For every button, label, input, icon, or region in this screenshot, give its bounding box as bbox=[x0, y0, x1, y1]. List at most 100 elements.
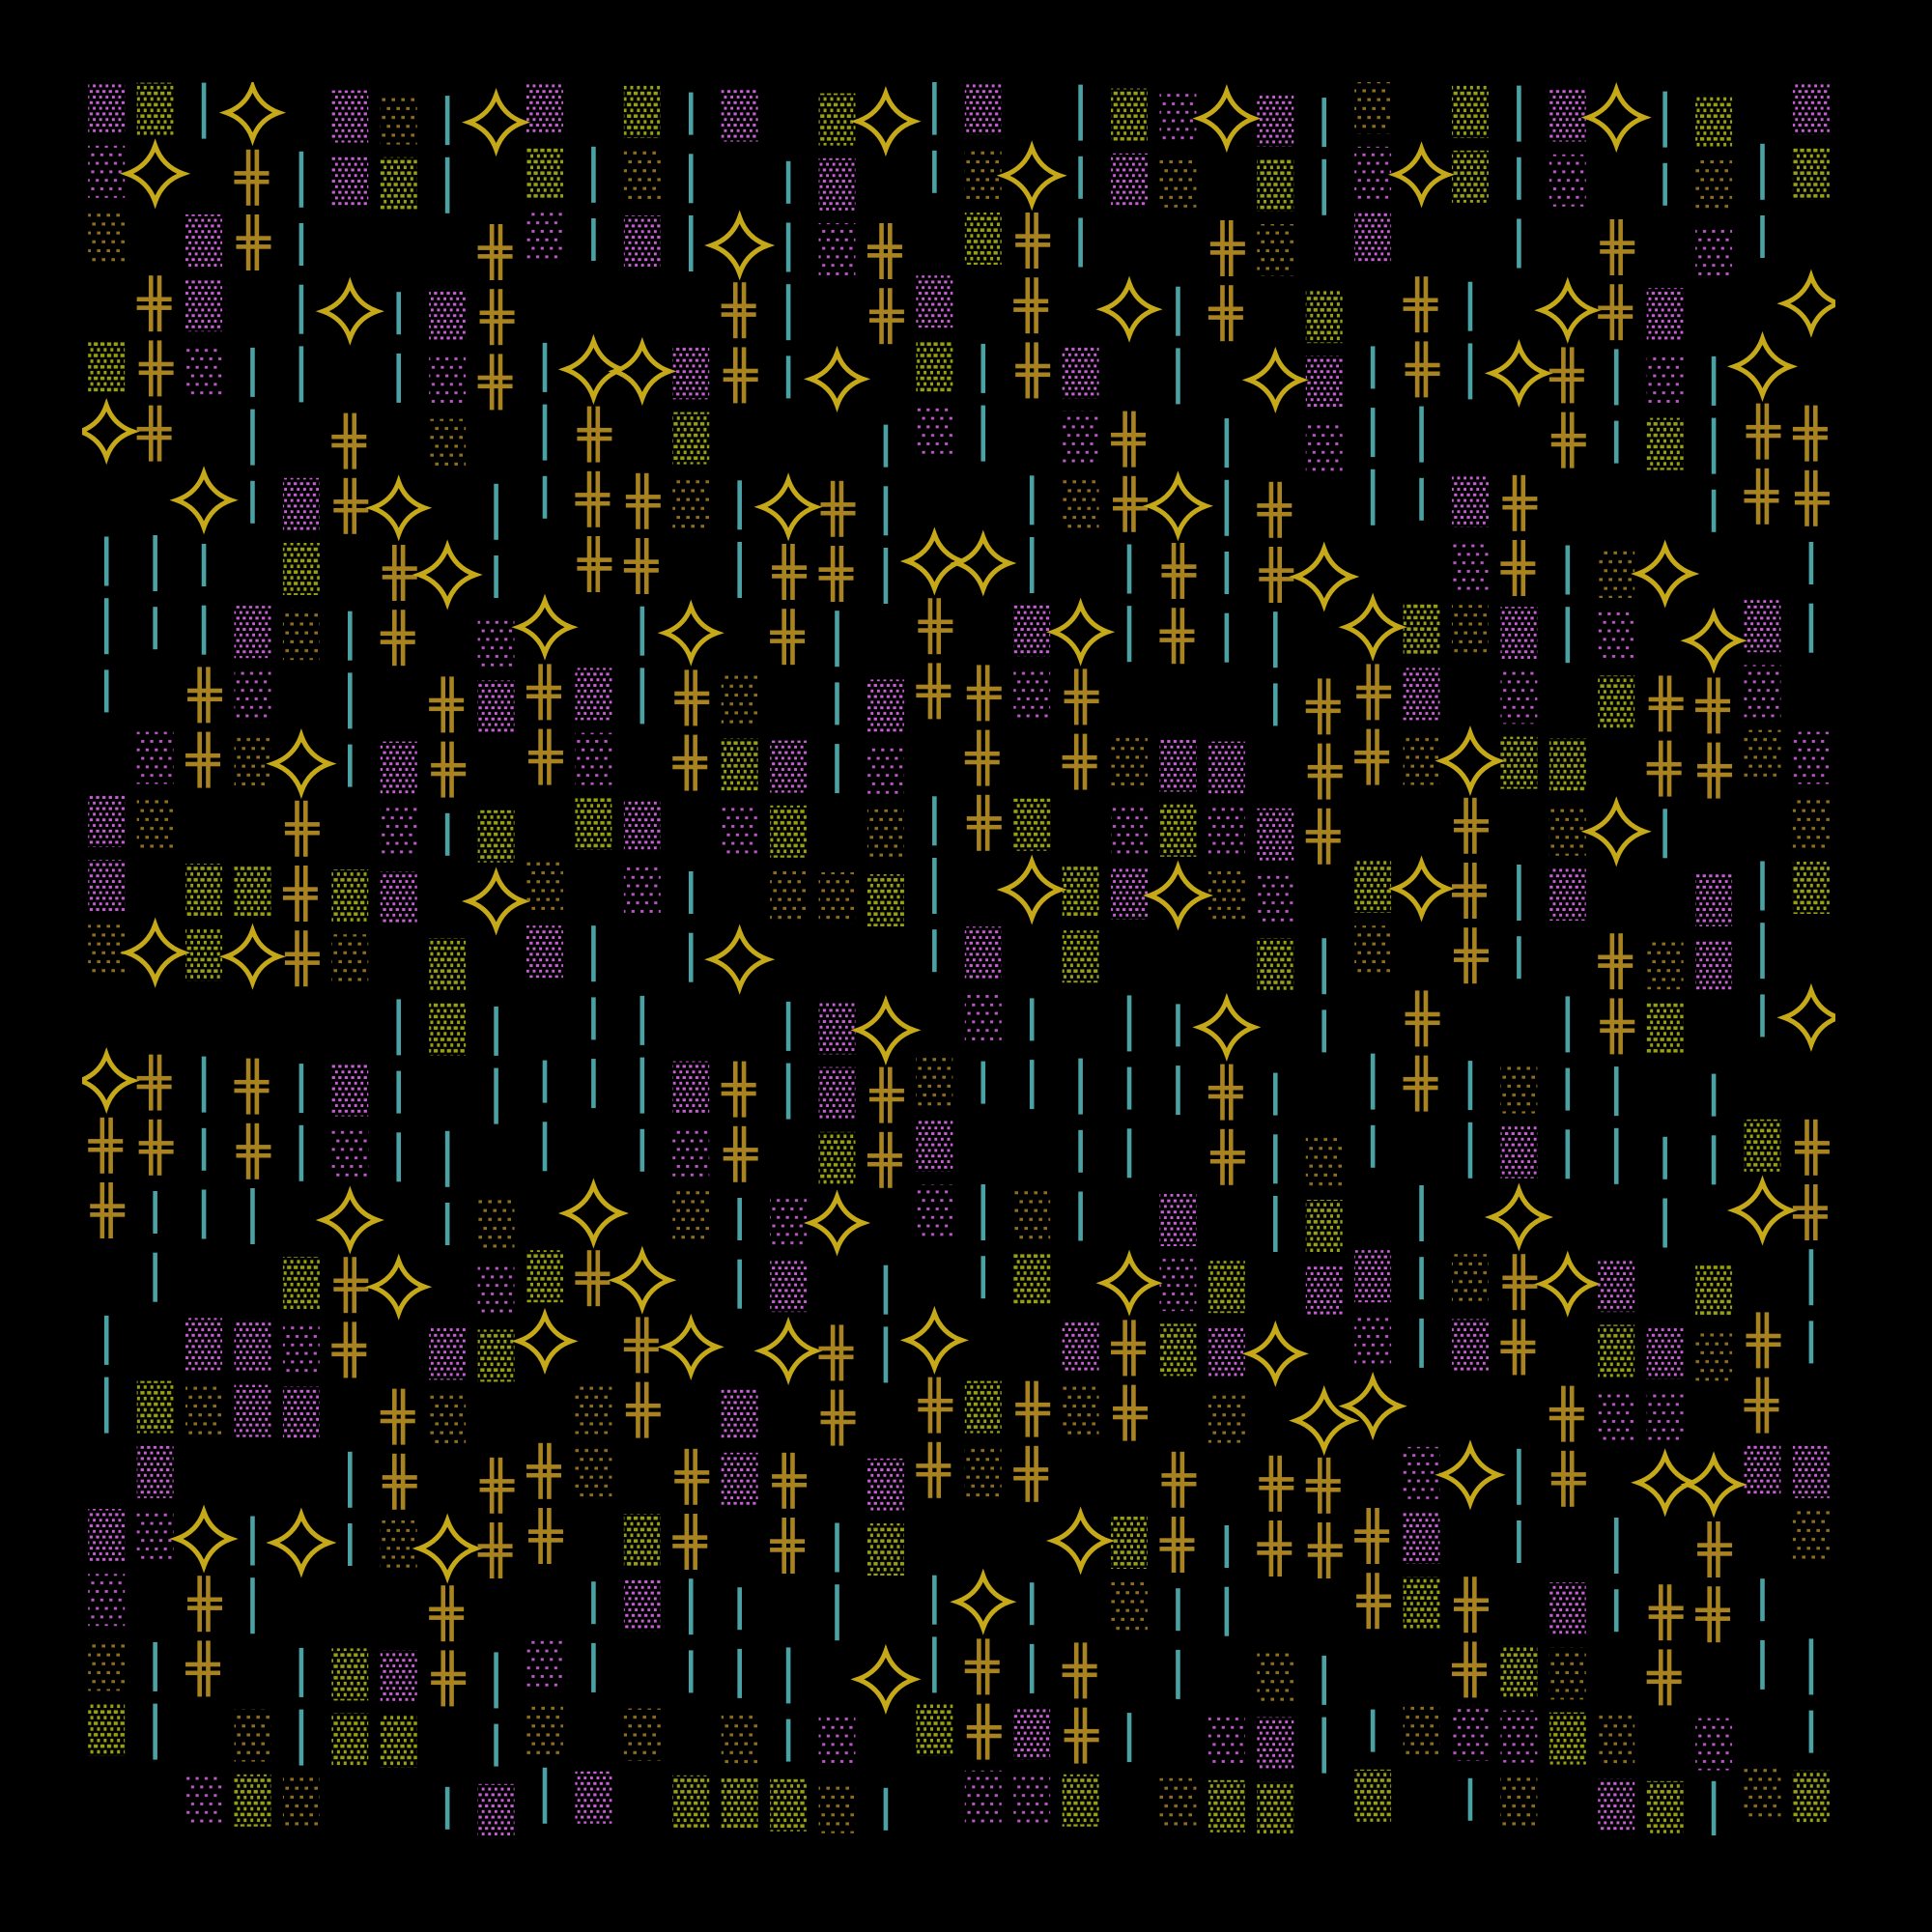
dot-rect-purple-sparse bbox=[1062, 411, 1099, 464]
teal-dash-glyph bbox=[1176, 1065, 1180, 1116]
teal-dash-glyph bbox=[737, 1198, 742, 1240]
teal-dash-glyph bbox=[1808, 1249, 1814, 1306]
teal-dash-glyph bbox=[542, 475, 548, 519]
teal-dash-glyph bbox=[1176, 286, 1180, 336]
dot-rect-olive-dense bbox=[1111, 1517, 1149, 1569]
double-cross-glyph bbox=[1744, 468, 1779, 525]
teal-dash-glyph bbox=[1517, 865, 1521, 921]
double-cross-glyph bbox=[1453, 797, 1489, 854]
double-cross-glyph bbox=[284, 930, 320, 987]
dot-rect-purple-dense bbox=[1208, 1325, 1245, 1378]
double-cross-glyph bbox=[575, 1250, 611, 1307]
double-cross-glyph bbox=[1792, 1184, 1828, 1240]
teal-dash-glyph bbox=[591, 146, 596, 203]
dot-rect-purple-dense bbox=[1208, 741, 1245, 794]
teal-dash-glyph bbox=[688, 154, 694, 204]
teal-dash-glyph bbox=[103, 536, 109, 586]
teal-dash-glyph bbox=[1078, 1058, 1083, 1115]
teal-dash-glyph bbox=[1760, 1639, 1765, 1690]
teal-dash-glyph bbox=[1662, 1136, 1667, 1179]
dot-rect-olive-dense bbox=[818, 1131, 856, 1184]
teal-dash-glyph bbox=[1126, 1066, 1132, 1110]
teal-dash-glyph bbox=[737, 480, 742, 530]
teal-dash-glyph bbox=[494, 1067, 498, 1124]
dot-rect-purple-dense bbox=[1354, 1250, 1392, 1303]
four-point-star-glyph bbox=[899, 526, 969, 596]
teal-dash-glyph bbox=[1613, 1127, 1619, 1184]
four-point-star-glyph bbox=[1580, 82, 1652, 154]
four-point-star-glyph bbox=[1046, 597, 1116, 667]
teal-dash-glyph bbox=[932, 796, 937, 846]
dot-rect-purple-dense bbox=[234, 1320, 271, 1373]
dot-rect-purple-dense bbox=[234, 1384, 271, 1437]
dot-rect-purple-dense bbox=[1646, 288, 1684, 341]
teal-dash-glyph bbox=[1419, 477, 1424, 521]
teal-dash-glyph bbox=[1517, 1448, 1521, 1505]
teal-dash-glyph bbox=[250, 480, 255, 524]
four-point-star-glyph bbox=[850, 1643, 922, 1715]
teal-dash-glyph bbox=[1078, 1129, 1083, 1173]
four-point-star-glyph bbox=[1631, 1448, 1700, 1518]
dot-rect-purple-sparse bbox=[1159, 1259, 1197, 1312]
double-cross-glyph bbox=[1356, 1573, 1392, 1630]
teal-dash-glyph bbox=[1370, 1124, 1376, 1168]
four-point-star-glyph bbox=[511, 1307, 579, 1375]
double-cross-glyph bbox=[380, 1388, 415, 1445]
double-cross-glyph bbox=[918, 598, 953, 655]
teal-dash-glyph bbox=[444, 1203, 450, 1245]
dot-rect-purple-sparse bbox=[88, 1574, 126, 1627]
dot-rect-olive-dense bbox=[1208, 1261, 1245, 1314]
dot-rect-purple-sparse bbox=[1646, 1391, 1684, 1444]
dot-rect-gold-sparse bbox=[1792, 1511, 1830, 1563]
teal-dash-glyph bbox=[785, 355, 791, 399]
dot-rect-gold-sparse bbox=[429, 1392, 467, 1445]
teal-dash-glyph bbox=[1370, 1709, 1376, 1752]
dot-rect-olive-dense bbox=[88, 1703, 126, 1756]
dot-rect-purple-sparse bbox=[770, 1195, 808, 1247]
teal-dash-glyph bbox=[737, 1587, 742, 1631]
teal-dash-glyph bbox=[1272, 611, 1278, 668]
dot-rect-purple-dense bbox=[916, 275, 953, 328]
teal-dash-glyph bbox=[542, 1122, 548, 1172]
double-cross-glyph bbox=[1257, 1520, 1293, 1577]
teal-dash-glyph bbox=[1029, 537, 1035, 593]
teal-dash-glyph bbox=[1126, 606, 1132, 663]
teal-dash-glyph bbox=[444, 156, 450, 213]
double-cross-glyph bbox=[1695, 677, 1731, 734]
dot-rect-gold-sparse bbox=[234, 735, 271, 788]
dot-rect-purple-dense bbox=[477, 680, 515, 733]
teal-dash-glyph bbox=[1078, 217, 1083, 268]
teal-dash-glyph bbox=[1029, 475, 1035, 526]
teal-dash-glyph bbox=[1078, 1191, 1083, 1241]
double-cross-glyph bbox=[477, 224, 513, 280]
teal-dash-glyph bbox=[785, 222, 791, 272]
four-point-star-glyph bbox=[608, 336, 677, 406]
dot-rect-purple-dense bbox=[1403, 668, 1440, 721]
dot-rect-gold-sparse bbox=[380, 1520, 417, 1573]
double-cross-glyph bbox=[770, 1518, 806, 1574]
teal-dash-glyph bbox=[201, 82, 207, 139]
dot-rect-olive-dense bbox=[867, 874, 904, 926]
double-cross-glyph bbox=[1697, 1521, 1733, 1577]
teal-dash-glyph bbox=[153, 1641, 157, 1691]
double-cross-glyph bbox=[1062, 1642, 1097, 1699]
dot-rect-olive-dense bbox=[429, 938, 467, 991]
double-cross-glyph bbox=[1451, 1641, 1487, 1698]
double-cross-glyph bbox=[772, 1452, 808, 1509]
double-cross-glyph bbox=[1208, 1064, 1243, 1121]
dot-rect-purple-dense bbox=[575, 1771, 612, 1824]
double-cross-glyph bbox=[916, 1441, 952, 1498]
dot-rect-gold-sparse bbox=[477, 1200, 515, 1252]
double-cross-glyph bbox=[1746, 403, 1781, 460]
four-point-star-glyph bbox=[1726, 1175, 1799, 1246]
dot-rect-purple-dense bbox=[88, 860, 126, 912]
dot-rect-olive-dense bbox=[672, 412, 710, 465]
teal-dash-glyph bbox=[1272, 683, 1278, 726]
teal-dash-glyph bbox=[444, 1130, 450, 1187]
four-point-star-glyph bbox=[557, 1178, 629, 1249]
double-cross-glyph bbox=[1209, 220, 1245, 276]
dot-rect-purple-dense bbox=[1451, 1319, 1489, 1372]
teal-dash-glyph bbox=[932, 929, 937, 973]
double-cross-glyph bbox=[1015, 342, 1051, 399]
teal-dash-glyph bbox=[737, 542, 742, 598]
